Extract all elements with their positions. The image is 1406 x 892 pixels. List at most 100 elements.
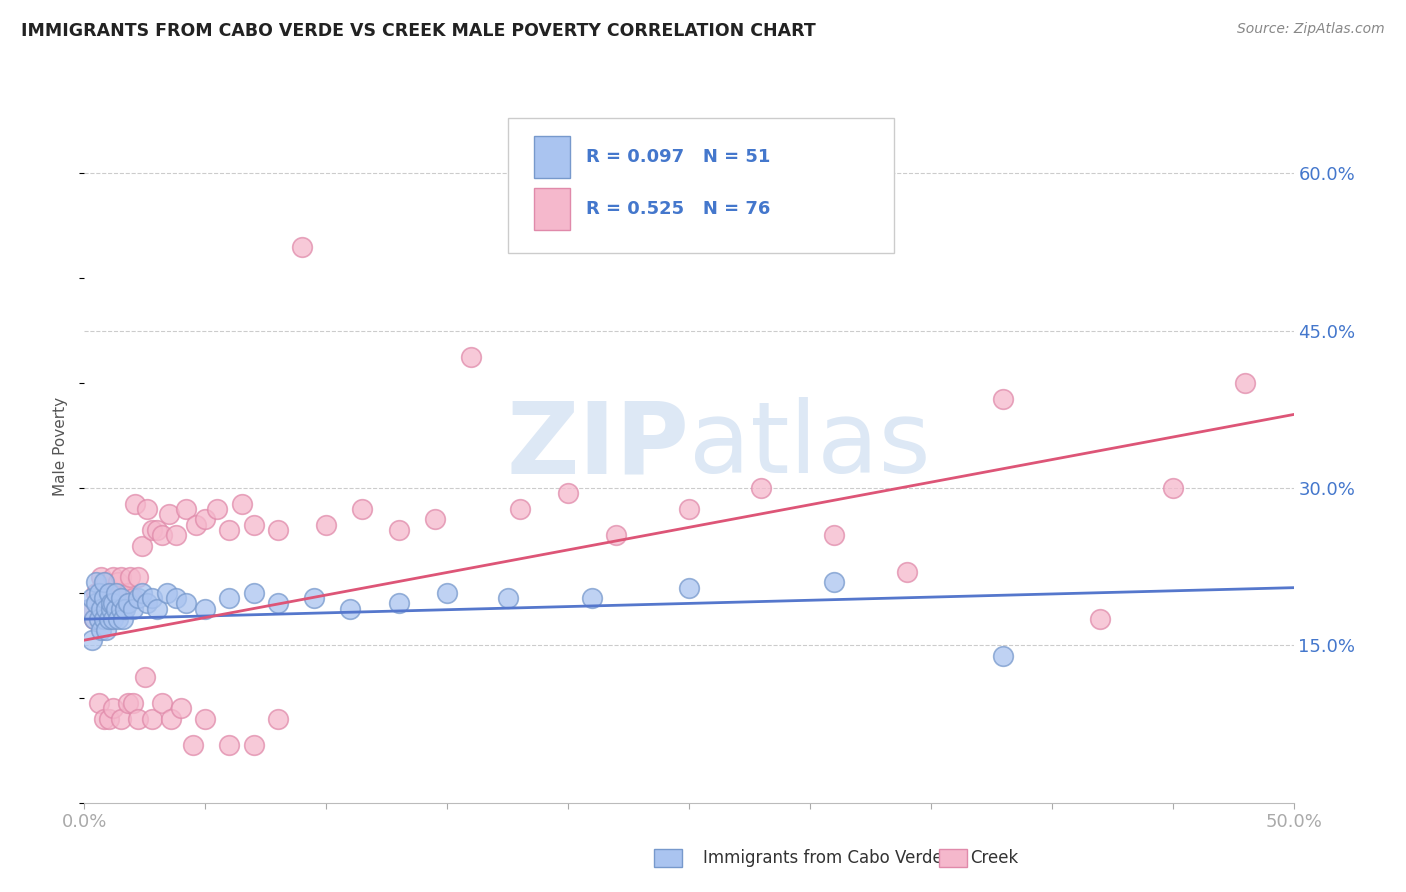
Point	[1161, 481, 1184, 495]
Point	[77, 601, 100, 615]
Point	[100, 591, 122, 606]
Point	[87, 601, 110, 615]
Point	[121, 591, 143, 606]
FancyBboxPatch shape	[508, 118, 894, 253]
Point	[103, 570, 125, 584]
Point	[121, 601, 143, 615]
Point	[104, 601, 127, 615]
Point	[174, 502, 197, 516]
Point	[90, 570, 112, 584]
Point	[93, 712, 115, 726]
Point	[94, 575, 117, 590]
Point	[86, 596, 108, 610]
Text: ZIP: ZIP	[506, 398, 689, 494]
Point	[436, 586, 458, 600]
Point	[267, 596, 290, 610]
Point	[86, 586, 108, 600]
Point	[194, 601, 217, 615]
Point	[90, 623, 112, 637]
Point	[136, 502, 159, 516]
Point	[114, 601, 136, 615]
Point	[218, 738, 240, 752]
Point	[87, 696, 110, 710]
Point	[141, 591, 163, 606]
Point	[134, 670, 156, 684]
Point	[103, 612, 125, 626]
Point	[174, 596, 197, 610]
FancyBboxPatch shape	[534, 136, 571, 178]
Point	[242, 586, 264, 600]
Point	[267, 712, 290, 726]
Point	[207, 502, 229, 516]
Point	[117, 586, 139, 600]
Point	[678, 581, 700, 595]
Point	[242, 738, 264, 752]
Point	[110, 712, 132, 726]
Point	[127, 591, 149, 606]
Point	[181, 738, 204, 752]
Point	[80, 633, 103, 648]
Point	[141, 523, 163, 537]
Point	[146, 523, 169, 537]
Point	[110, 591, 132, 606]
Point	[352, 502, 374, 516]
Text: Source: ZipAtlas.com: Source: ZipAtlas.com	[1237, 22, 1385, 37]
Point	[423, 512, 446, 526]
Point	[896, 565, 918, 579]
Point	[104, 586, 127, 600]
Point	[131, 539, 153, 553]
Point	[160, 712, 183, 726]
Point	[605, 528, 627, 542]
Point	[104, 601, 127, 615]
Point	[242, 517, 264, 532]
Point	[93, 591, 115, 606]
Point	[80, 591, 103, 606]
Point	[388, 523, 411, 537]
Point	[103, 596, 125, 610]
Point	[751, 481, 773, 495]
Point	[87, 612, 110, 626]
Point	[117, 696, 139, 710]
Point	[823, 528, 845, 542]
Point	[104, 586, 127, 600]
Point	[93, 575, 115, 590]
Point	[993, 392, 1015, 406]
Point	[107, 575, 129, 590]
Point	[110, 586, 132, 600]
Point	[557, 486, 579, 500]
Point	[83, 612, 105, 626]
Point	[94, 601, 117, 615]
Text: R = 0.525   N = 76: R = 0.525 N = 76	[586, 200, 770, 218]
Point	[93, 586, 115, 600]
Text: Immigrants from Cabo Verde: Immigrants from Cabo Verde	[703, 849, 943, 867]
Point	[120, 570, 142, 584]
Point	[184, 517, 207, 532]
Text: IMMIGRANTS FROM CABO VERDE VS CREEK MALE POVERTY CORRELATION CHART: IMMIGRANTS FROM CABO VERDE VS CREEK MALE…	[21, 22, 815, 40]
Point	[388, 596, 411, 610]
Point	[124, 497, 146, 511]
Point	[110, 570, 132, 584]
Point	[97, 712, 120, 726]
Point	[581, 591, 603, 606]
Point	[83, 612, 105, 626]
Point	[103, 591, 125, 606]
Point	[90, 591, 112, 606]
Point	[267, 523, 290, 537]
Point	[94, 623, 117, 637]
Point	[823, 575, 845, 590]
Point	[100, 596, 122, 610]
Point	[194, 512, 217, 526]
Point	[993, 648, 1015, 663]
Point	[121, 696, 143, 710]
Point	[170, 701, 193, 715]
Point	[165, 528, 187, 542]
Point	[218, 523, 240, 537]
Point	[1234, 376, 1257, 390]
Point	[117, 596, 139, 610]
Point	[460, 350, 482, 364]
Point	[218, 591, 240, 606]
Point	[231, 497, 253, 511]
Point	[97, 586, 120, 600]
Point	[87, 586, 110, 600]
Point	[94, 601, 117, 615]
